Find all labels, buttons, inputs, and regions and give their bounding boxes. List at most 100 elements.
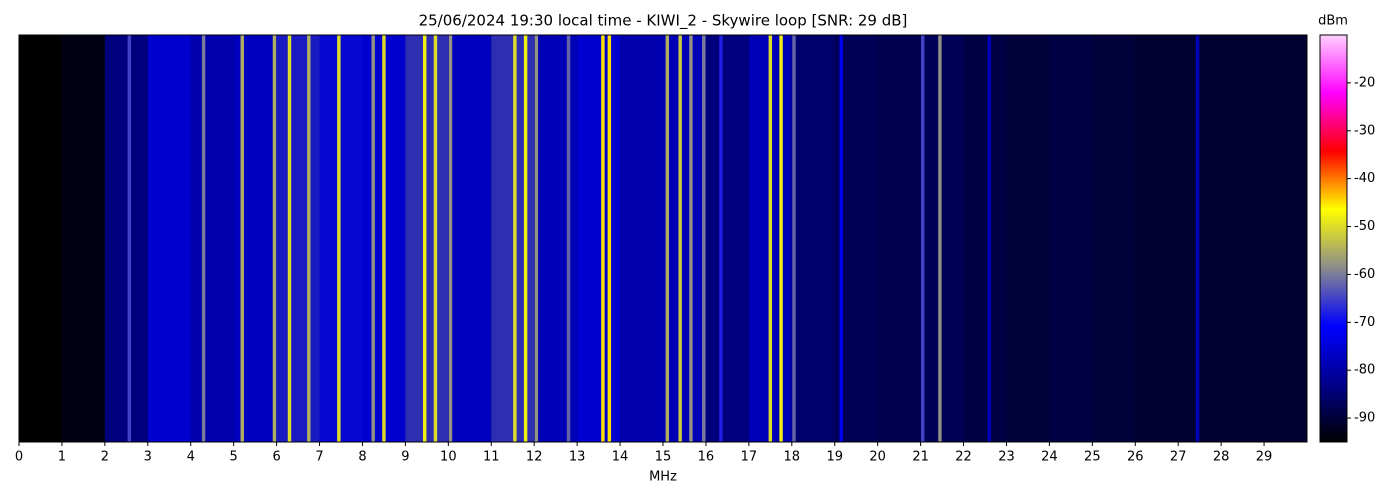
signal-line xyxy=(1195,35,1200,442)
x-tick-label: 17 xyxy=(741,450,758,465)
signal-line xyxy=(779,35,783,442)
colorbar-tick-label: -50 xyxy=(1354,219,1375,234)
x-tick-label: 24 xyxy=(1041,450,1058,465)
x-tick-label: 9 xyxy=(401,450,409,465)
spectrum-column xyxy=(104,35,148,442)
spectrum-column xyxy=(147,35,191,442)
x-tick-label: 11 xyxy=(483,450,500,465)
signal-line xyxy=(513,35,517,442)
spectrum-column xyxy=(1006,35,1050,442)
spectrum-column xyxy=(491,35,535,442)
signal-line xyxy=(601,35,605,442)
signal-line xyxy=(689,35,693,442)
spectrum-column xyxy=(1049,35,1093,442)
x-tick-label: 19 xyxy=(826,450,843,465)
signal-line xyxy=(423,35,427,442)
spectrum-column xyxy=(1221,35,1265,442)
colorbar-tick-label: -30 xyxy=(1354,123,1375,138)
spectrum-column xyxy=(791,35,835,442)
x-tick-label: 8 xyxy=(358,450,366,465)
x-tick-label: 27 xyxy=(1170,450,1187,465)
signal-line xyxy=(839,35,843,442)
spectrum-column xyxy=(1092,35,1136,442)
signal-line xyxy=(272,35,277,442)
spectrum-column xyxy=(61,35,105,442)
spectrum-column xyxy=(577,35,621,442)
signal-line xyxy=(433,35,438,442)
signal-line xyxy=(719,35,723,442)
signal-line xyxy=(987,35,992,442)
signal-line xyxy=(523,35,528,442)
signal-line xyxy=(702,35,706,442)
signal-line xyxy=(566,35,571,442)
spectrum-column xyxy=(963,35,1007,442)
spectrum-column xyxy=(705,35,749,442)
signal-line xyxy=(938,35,942,442)
chart-title: 25/06/2024 19:30 local time - KIWI_2 - S… xyxy=(419,12,908,31)
x-tick-label: 12 xyxy=(526,450,543,465)
x-tick-label: 13 xyxy=(569,450,586,465)
x-tick-label: 5 xyxy=(230,450,238,465)
x-tick-label: 21 xyxy=(912,450,929,465)
colorbar-tick-label: -70 xyxy=(1354,315,1375,330)
signal-line xyxy=(768,35,773,442)
signal-line xyxy=(665,35,670,442)
spectrum-column xyxy=(405,35,449,442)
x-tick-label: 26 xyxy=(1127,450,1144,465)
signal-line xyxy=(371,35,375,442)
spectrum-column xyxy=(233,35,277,442)
x-tick-label: 1 xyxy=(58,450,66,465)
x-tick-label: 3 xyxy=(144,450,152,465)
signal-line xyxy=(678,35,682,442)
signal-line xyxy=(607,35,612,442)
spectrum-column xyxy=(1178,35,1222,442)
x-tick-label: 10 xyxy=(440,450,457,465)
x-tick-label: 20 xyxy=(869,450,886,465)
spectrum-column xyxy=(1135,35,1179,442)
spectrum-column xyxy=(920,35,964,442)
x-tick-label: 16 xyxy=(698,450,715,465)
spectrum-column xyxy=(190,35,234,442)
signal-line xyxy=(337,35,341,442)
colorbar-tick-label: -80 xyxy=(1354,363,1375,378)
colorbar-tick-label: -90 xyxy=(1354,411,1375,426)
signal-line xyxy=(534,35,539,442)
signal-line xyxy=(382,35,386,442)
x-tick-label: 18 xyxy=(784,450,801,465)
signal-line xyxy=(307,35,311,442)
x-tick-label: 23 xyxy=(998,450,1015,465)
colorbar-label: dBm xyxy=(1318,14,1348,29)
colorbar-tick-label: -20 xyxy=(1354,75,1375,90)
x-tick-label: 6 xyxy=(272,450,280,465)
signal-line xyxy=(921,35,925,442)
x-tick-label: 29 xyxy=(1256,450,1273,465)
spectrum-column xyxy=(319,35,363,442)
plot-area xyxy=(19,35,1307,442)
spectrum-column xyxy=(534,35,578,442)
signal-line xyxy=(127,35,132,442)
x-axis-label: MHz xyxy=(649,470,677,485)
x-tick-label: 2 xyxy=(101,450,109,465)
colorbar-tick-label: -40 xyxy=(1354,171,1375,186)
signal-line xyxy=(448,35,453,442)
x-tick-label: 7 xyxy=(315,450,323,465)
spectrum-column xyxy=(663,35,706,442)
signal-line xyxy=(287,35,292,442)
x-tick-label: 28 xyxy=(1213,450,1230,465)
x-tick-label: 14 xyxy=(612,450,629,465)
signal-line xyxy=(201,35,206,442)
x-tick-label: 25 xyxy=(1084,450,1101,465)
spectrum-column xyxy=(877,35,921,442)
spectrum-column xyxy=(19,35,62,442)
signal-line xyxy=(240,35,244,442)
x-tick-label: 0 xyxy=(15,450,23,465)
x-tick-label: 15 xyxy=(655,450,672,465)
x-tick-label: 22 xyxy=(955,450,972,465)
x-tick-label: 4 xyxy=(187,450,195,465)
spectrum-column xyxy=(276,35,320,442)
signal-line xyxy=(792,35,796,442)
colorbar xyxy=(1319,34,1348,443)
spectrum-column xyxy=(1264,35,1307,442)
spectrum-column xyxy=(620,35,663,442)
